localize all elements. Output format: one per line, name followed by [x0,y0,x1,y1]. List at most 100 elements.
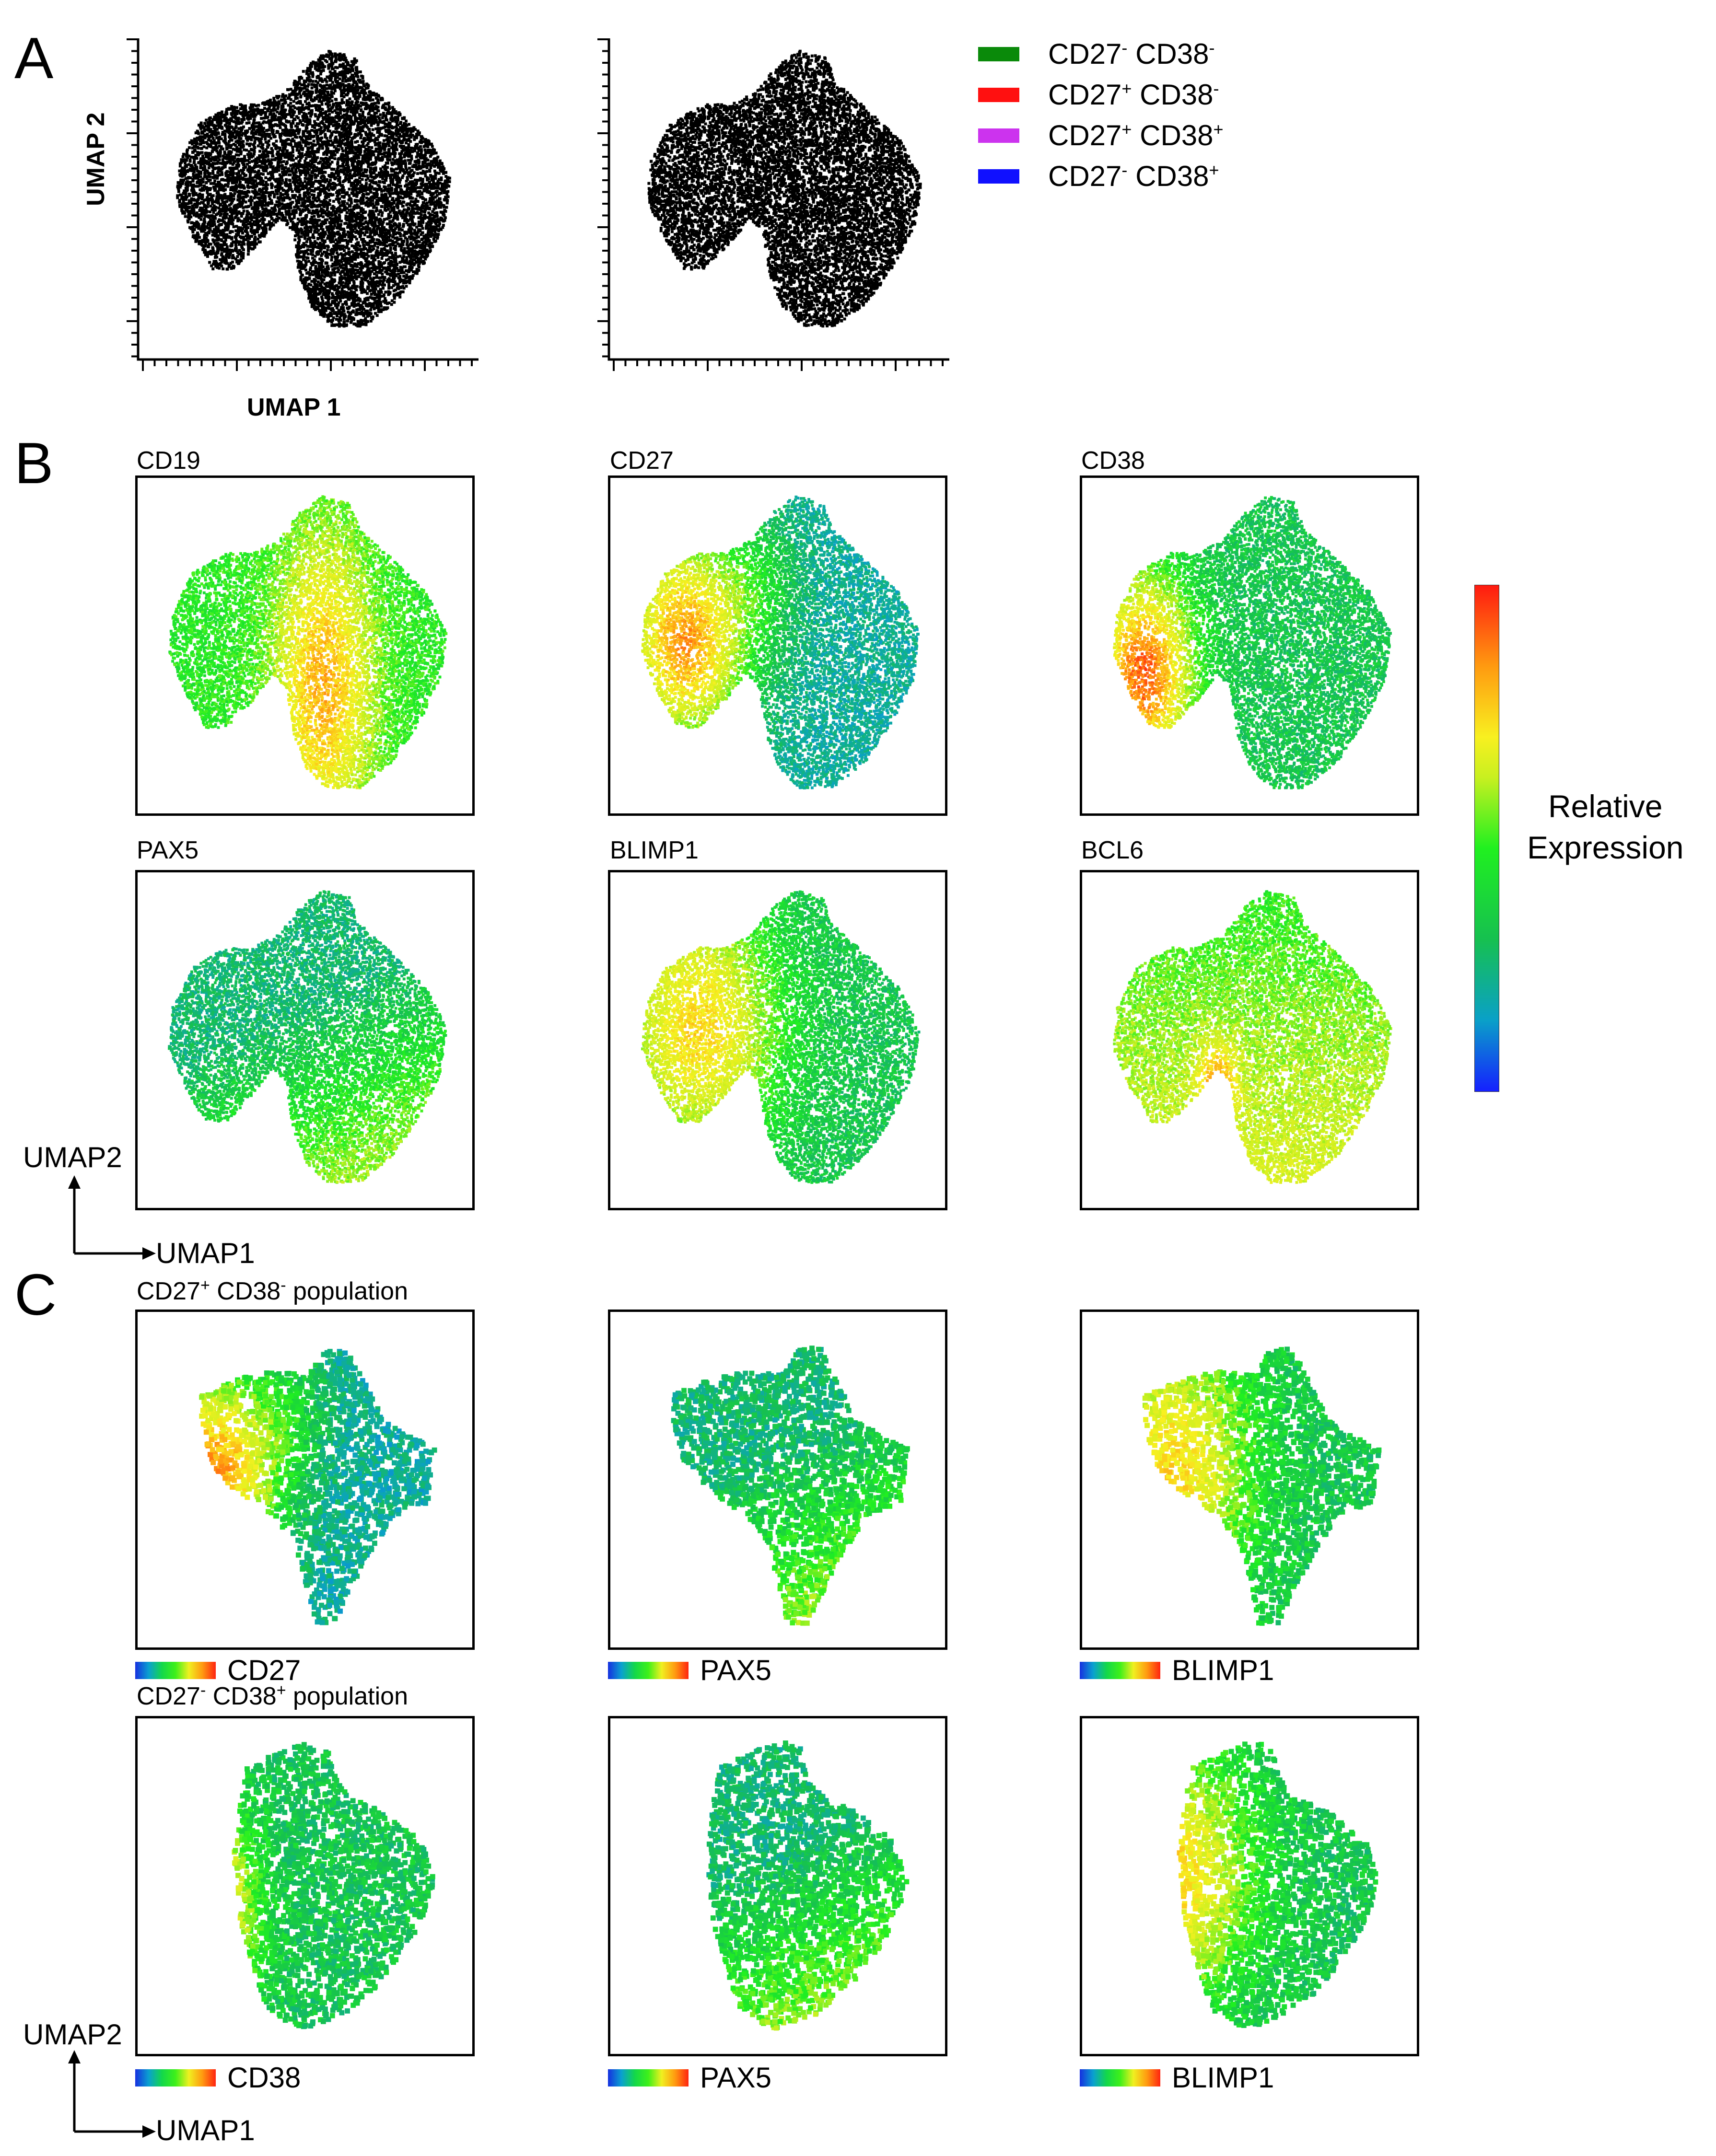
data-point [345,266,348,268]
panel-a-density-plot [124,34,483,374]
data-point [209,188,211,191]
data-point [300,205,303,208]
data-point [264,204,267,207]
data-point [340,210,343,213]
data-point [294,234,297,237]
data-point [291,226,294,229]
data-point [372,128,374,131]
data-point [390,188,393,191]
data-point [326,248,329,251]
data-point [360,149,362,152]
data-point [383,139,385,142]
data-point [186,189,188,192]
data-point [200,201,203,204]
data-point [237,127,240,130]
data-point [315,151,317,153]
data-point [299,159,302,162]
data-point [416,195,419,197]
data-point [314,255,317,258]
data-point [279,174,281,176]
data-point [200,178,203,181]
data-point [423,256,426,259]
data-point [416,172,419,175]
data-point [308,134,311,137]
data-point [407,143,410,146]
data-point [211,202,214,205]
data-point [222,158,224,161]
data-point [330,134,333,137]
data-point [258,150,261,153]
data-point [307,260,310,263]
data-point [265,181,268,184]
data-point [228,204,231,207]
data-point [178,204,181,207]
data-point [306,123,309,126]
data-point [185,159,188,162]
data-point [396,162,399,165]
data-point [332,103,335,105]
data-point [399,233,402,236]
data-point [371,270,374,273]
data-point [401,257,404,260]
data-point [298,79,301,82]
data-point [384,290,387,293]
data-point [326,206,329,209]
data-point [339,112,342,115]
data-point [284,166,287,169]
data-point [400,238,403,241]
panel-a-density-axes [124,34,483,374]
data-point [306,284,309,287]
data-point [297,233,300,236]
data-point [372,151,375,153]
data-point [190,221,193,224]
data-point [304,160,306,162]
data-point [358,176,361,179]
data-point [444,175,447,178]
data-point [205,181,208,184]
data-point [250,139,253,141]
data-point [412,224,415,227]
data-point [328,87,331,90]
data-point [383,218,386,221]
data-point [245,149,248,151]
data-point [326,244,329,247]
data-point [275,140,278,143]
data-point [245,142,248,145]
data-point [326,125,329,128]
data-point [203,223,206,226]
data-point [209,175,211,178]
data-point [370,146,373,149]
data-point [359,245,362,248]
data-point [421,161,424,163]
data-point [248,127,251,130]
data-point [349,97,351,100]
data-point [364,202,367,205]
data-point [293,238,296,241]
data-point [378,277,381,279]
data-point [187,220,189,223]
data-point [257,104,260,107]
data-point [301,274,304,277]
data-point [219,214,222,217]
data-point [359,181,362,184]
data-point [292,105,295,108]
data-point [334,285,337,288]
data-point [280,156,282,159]
data-point [334,157,337,160]
data-point [307,253,310,255]
data-point [313,139,315,142]
data-point [282,160,285,163]
data-point [362,83,365,86]
data-point [416,240,419,243]
data-point [299,96,302,99]
data-point [342,108,345,111]
data-point [299,220,302,223]
data-point [346,320,349,323]
data-point [313,215,315,218]
data-point [291,146,294,149]
data-point [255,174,257,177]
data-point [303,81,306,84]
data-point [321,287,324,290]
data-point [374,222,377,225]
data-point [233,225,235,228]
